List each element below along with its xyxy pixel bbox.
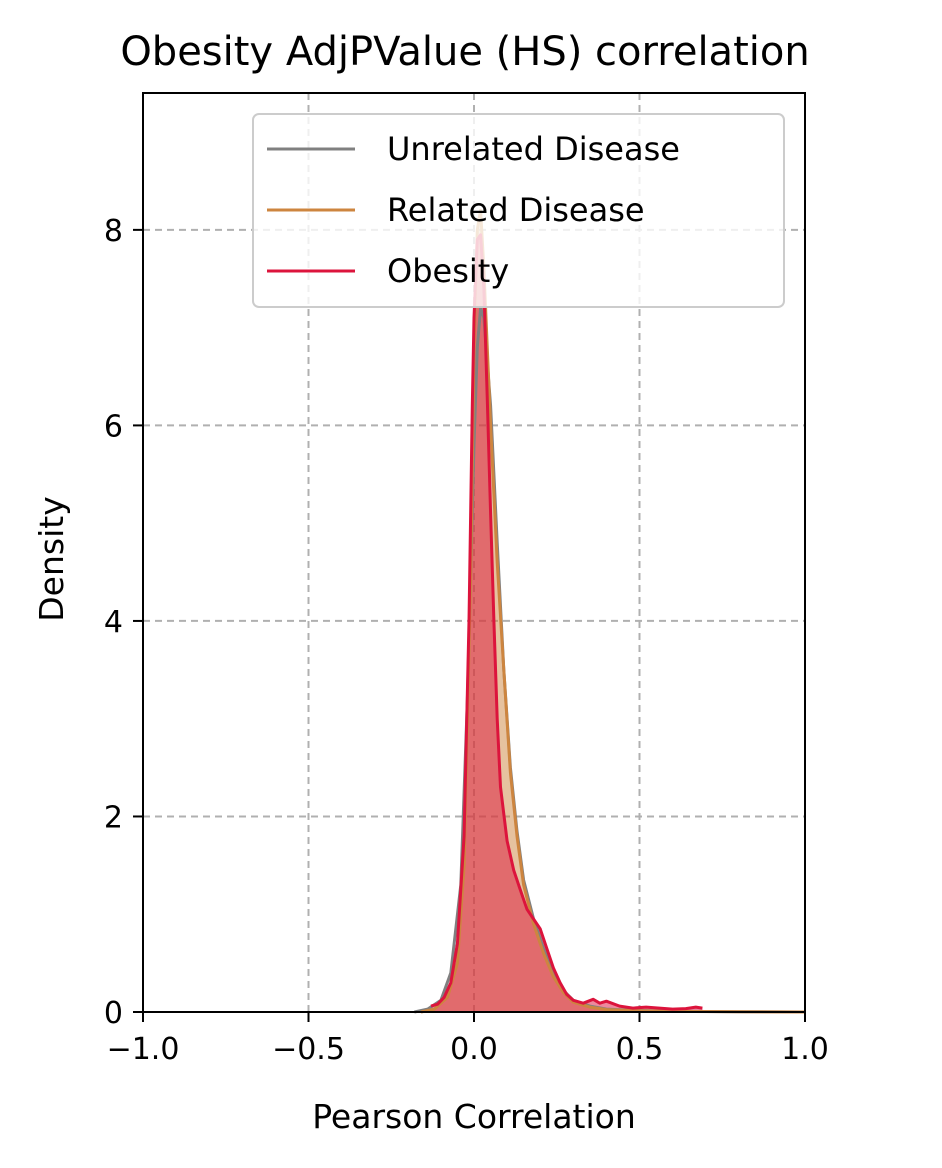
y-axis-label: Density bbox=[32, 496, 71, 621]
chart-title: Obesity AdjPValue (HS) correlation bbox=[120, 29, 809, 75]
legend-label-related-disease: Related Disease bbox=[387, 191, 645, 229]
legend: Unrelated Disease Related Disease Obesity bbox=[252, 113, 785, 308]
y-tick-label: 4 bbox=[104, 605, 123, 640]
series-area-obesity bbox=[431, 234, 703, 1013]
legend-label-obesity: Obesity bbox=[387, 252, 509, 290]
y-tick-label: 6 bbox=[104, 409, 123, 444]
legend-box bbox=[252, 113, 785, 308]
x-tick-label: 0.0 bbox=[450, 1032, 498, 1067]
x-tick-label: 1.0 bbox=[781, 1032, 829, 1067]
series-area-related-disease bbox=[421, 210, 805, 1013]
y-tick-label: 8 bbox=[104, 214, 123, 249]
y-tick-label: 0 bbox=[104, 996, 123, 1031]
series-line-obesity bbox=[430, 233, 703, 1011]
y-tick-label: 2 bbox=[104, 800, 123, 835]
tick-layer: −1.0 −0.5 0.0 0.5 1.0 0 2 4 6 8 bbox=[104, 214, 829, 1067]
x-tick-label: 0.5 bbox=[616, 1032, 664, 1067]
density-area-layer bbox=[421, 210, 805, 1013]
density-line-layer bbox=[414, 208, 806, 1014]
legend-label-unrelated-disease: Unrelated Disease bbox=[387, 130, 680, 168]
x-axis-label: Pearson Correlation bbox=[312, 1097, 636, 1136]
x-tick-label: −0.5 bbox=[272, 1032, 345, 1067]
x-tick-label: −1.0 bbox=[107, 1032, 180, 1067]
